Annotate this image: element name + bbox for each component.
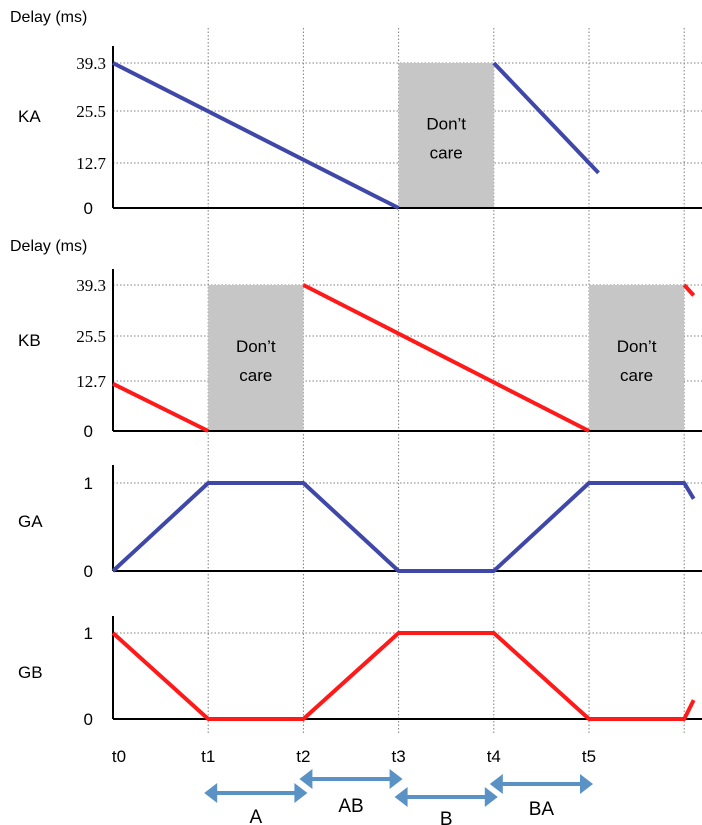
- dont-care-label-line2: care: [430, 144, 463, 163]
- series-line: [302, 283, 590, 433]
- y-tick-label: 0: [84, 710, 93, 729]
- series-line: [111, 631, 696, 721]
- panel-label: GB: [18, 663, 43, 682]
- panel-label: KB: [18, 331, 41, 350]
- phase-label: BA: [529, 799, 555, 820]
- arrow-head: [294, 783, 308, 803]
- series-line: [492, 61, 600, 175]
- y-tick-label: 12.7: [76, 372, 106, 391]
- panel-label: GA: [18, 512, 43, 531]
- y-tick-label: 1: [84, 474, 93, 493]
- arrow-head: [484, 787, 498, 807]
- y-tick-label: 12.7: [76, 154, 106, 173]
- series-line: [112, 61, 400, 210]
- y-tick-label: 39.3: [76, 54, 106, 73]
- panels: Don’t care 0 12.7 25.5 39.3 KA Delay (ms) Don’t c…: [10, 9, 702, 729]
- y-tick-label: 0: [84, 562, 93, 581]
- x-tick-label: t1: [201, 747, 215, 766]
- dont-care-box: [589, 285, 685, 431]
- x-tick-label: t5: [582, 747, 596, 766]
- y-axis-title: Delay (ms): [10, 238, 87, 255]
- y-tick-label: 39.3: [76, 276, 106, 295]
- y-axis-title: Delay (ms): [10, 9, 87, 26]
- phase-label: AB: [338, 796, 363, 817]
- arrow-head: [204, 783, 218, 803]
- y-tick-label: 0: [84, 199, 93, 218]
- arrow-head: [580, 774, 593, 794]
- arrow-head: [394, 787, 408, 807]
- phase-ab: AB: [299, 769, 403, 817]
- y-tick-label: 0: [84, 422, 93, 441]
- series-line: [111, 481, 696, 573]
- dont-care-label-line1: Don’t: [617, 337, 657, 356]
- x-tick-label: t0: [112, 747, 126, 766]
- y-tick-label: 25.5: [76, 102, 106, 121]
- phase-b: B: [394, 787, 498, 825]
- dont-care-box: [398, 63, 494, 208]
- y-tick-label: 25.5: [76, 327, 106, 346]
- phase-label: A: [249, 807, 262, 825]
- dont-care-label-line1: Don’t: [426, 115, 466, 134]
- arrow-head: [389, 769, 403, 789]
- panel-kb: Don’t care Don’t care: [112, 269, 702, 433]
- dont-care-label-line2: care: [239, 366, 272, 385]
- phase-label: B: [440, 809, 453, 825]
- x-tick-label: t4: [487, 747, 501, 766]
- dont-care-label-line1: Don’t: [236, 337, 276, 356]
- x-tick-labels: t0 t1 t2 t3 t4 t5: [112, 747, 596, 766]
- arrow-head: [299, 769, 313, 789]
- dont-care-box: [208, 285, 304, 431]
- panel-label: KA: [18, 107, 41, 126]
- panel-ka: Don’t care: [112, 46, 702, 210]
- phase-a: A: [204, 783, 308, 825]
- arrow-head: [489, 774, 503, 794]
- x-tick-label: t3: [392, 747, 406, 766]
- series-line: [112, 382, 210, 433]
- phase-ba: BA: [489, 774, 593, 820]
- series-line: [682, 283, 696, 297]
- phase-arrows: A AB B BA: [204, 769, 593, 825]
- panel-ga: [111, 465, 702, 573]
- panel-gb: [111, 616, 702, 721]
- y-tick-label: 1: [84, 624, 93, 643]
- x-tick-label: t2: [296, 747, 310, 766]
- dont-care-label-line2: care: [620, 366, 653, 385]
